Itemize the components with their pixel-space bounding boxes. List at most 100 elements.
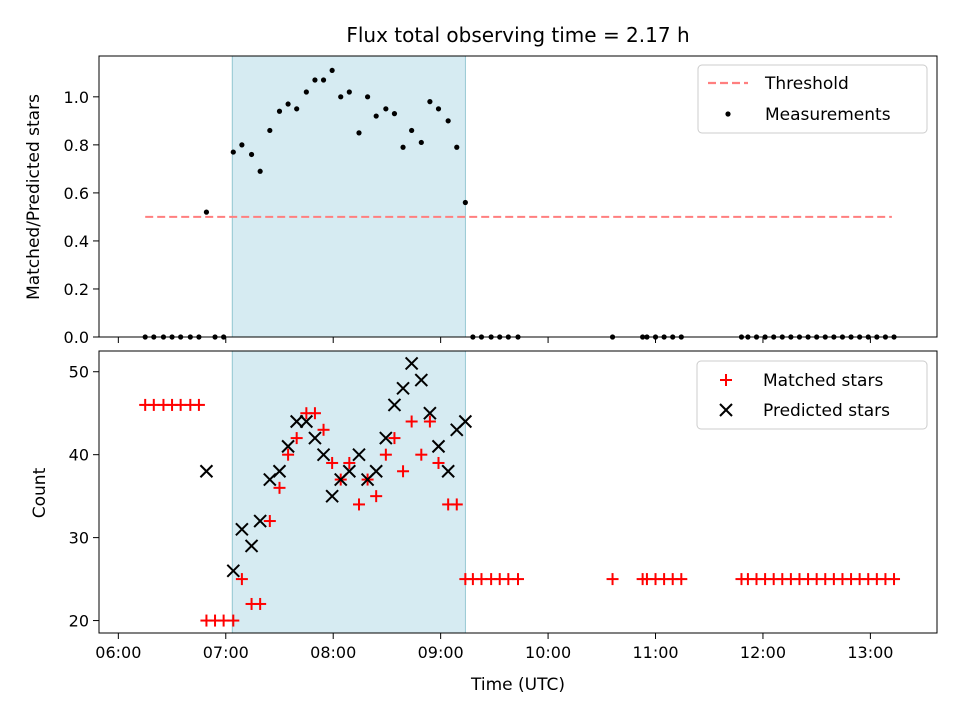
measurement-point — [257, 168, 263, 174]
bottom-y-ticks: 20 30 40 50 — [69, 363, 99, 631]
matched-star-point — [415, 448, 428, 461]
x-tick-label: 12:00 — [740, 643, 786, 662]
measurement-point — [230, 149, 236, 155]
predicted-star-point — [226, 564, 241, 578]
bottom-y-tick-label: 30 — [69, 529, 89, 548]
predicted-star-point — [441, 464, 455, 478]
legend-threshold-label: Threshold — [764, 74, 849, 94]
matched-star-point — [254, 597, 267, 610]
chart-title: Flux total observing time = 2.17 h — [346, 23, 689, 47]
measurement-point — [276, 108, 283, 114]
measurement-point — [427, 99, 433, 105]
matched-star-point — [606, 573, 619, 586]
measurement-point — [373, 113, 379, 119]
predicted-star-point — [289, 414, 304, 429]
predicted-star-point — [458, 414, 473, 429]
top-y-tick-label: 0.6 — [64, 184, 89, 203]
top-y-tick-label: 0.2 — [64, 280, 89, 299]
predicted-star-point — [379, 431, 393, 445]
measurement-point — [320, 77, 327, 83]
measurement-point — [454, 144, 460, 150]
matched-star-point — [263, 515, 276, 528]
matched-star-point — [423, 415, 436, 428]
matched-star-point — [512, 573, 524, 586]
measurement-point — [462, 199, 468, 206]
matched-stars-points — [139, 398, 901, 627]
predicted-star-point — [352, 447, 366, 462]
legend-measurements-label: Measurements — [765, 105, 891, 125]
bottom-panel: 20 30 40 50 06:00 07:00 08:00 09:00 10:00 11:00 1… — [30, 350, 938, 695]
predicted-star-point — [387, 398, 402, 412]
top-legend-box — [697, 64, 928, 134]
x-tick-label: 13:00 — [847, 643, 893, 662]
measurement-point — [346, 89, 352, 95]
matched-star-point — [326, 456, 339, 469]
matched-star-point — [308, 407, 321, 420]
bottom-y-tick-label: 40 — [69, 446, 89, 465]
predicted-star-point — [404, 356, 419, 371]
measurement-point — [285, 101, 291, 107]
predicted-star-point — [325, 489, 339, 503]
bottom-y-tick-label: 20 — [69, 612, 89, 631]
legend-predicted-swatch — [719, 403, 733, 417]
matched-star-point — [388, 432, 401, 445]
top-panel: 0.0 0.2 0.4 0.6 0.8 1.0 Matched/Predicted sta… — [24, 55, 938, 347]
matched-star-point — [397, 465, 410, 478]
measurement-point — [445, 118, 451, 124]
bottom-axes-frame — [98, 350, 938, 634]
predicted-star-point — [281, 439, 295, 454]
matched-star-point — [432, 456, 445, 469]
matched-star-point — [675, 573, 688, 586]
predicted-stars-points — [199, 356, 473, 578]
top-axes-frame — [98, 55, 938, 338]
top-legend: Threshold Measurements — [697, 64, 928, 134]
bottom-observing-span — [231, 350, 466, 634]
top-x-ticks — [117, 337, 871, 343]
x-tick-label: 06:00 — [95, 643, 141, 662]
top-y-axis-label: Matched/Predicted stars — [24, 94, 44, 300]
measurement-point — [409, 127, 415, 134]
predicted-star-point — [299, 414, 314, 429]
bottom-y-axis-label: Count — [30, 467, 50, 518]
predicted-star-point — [396, 381, 410, 396]
predicted-star-point — [316, 447, 331, 462]
legend-matched-swatch — [720, 374, 732, 386]
measurement-point — [383, 106, 389, 112]
matched-star-point — [370, 490, 383, 503]
matched-star-point — [290, 432, 303, 445]
matched-star-point — [317, 423, 330, 436]
predicted-star-point — [414, 373, 429, 387]
legend-predicted-label: Predicted stars — [763, 401, 890, 421]
predicted-star-point — [244, 539, 259, 553]
predicted-star-point — [308, 431, 322, 445]
matched-star-point — [405, 415, 418, 428]
measurement-point — [356, 130, 362, 136]
predicted-star-point — [423, 406, 437, 420]
x-axis-label: Time (UTC) — [470, 675, 565, 695]
matched-star-point — [227, 614, 240, 627]
predicted-star-point — [342, 464, 357, 478]
measurement-point — [329, 67, 335, 74]
top-y-tick-label: 0.0 — [64, 328, 89, 347]
predicted-star-point — [235, 522, 249, 537]
measurement-point — [294, 106, 300, 112]
matched-star-point — [352, 498, 365, 511]
measurement-point — [239, 142, 245, 148]
x-tick-label: 09:00 — [418, 643, 464, 662]
x-tick-label: 08:00 — [310, 643, 356, 662]
measurement-point — [364, 94, 371, 100]
predicted-star-point — [369, 464, 383, 478]
top-observing-span — [231, 55, 466, 338]
measurement-point — [418, 139, 424, 146]
measurement-point — [338, 94, 344, 100]
measurement-point — [303, 89, 309, 95]
measurement-point — [400, 144, 406, 150]
top-y-ticks: 0.0 0.2 0.4 0.6 0.8 1.0 — [64, 88, 99, 347]
measurement-point — [248, 151, 255, 158]
matched-star-point — [343, 456, 356, 469]
top-y-tick-label: 0.8 — [64, 136, 89, 155]
matched-star-point — [888, 573, 901, 586]
measurement-point — [267, 127, 273, 134]
matched-star-point — [379, 448, 392, 461]
